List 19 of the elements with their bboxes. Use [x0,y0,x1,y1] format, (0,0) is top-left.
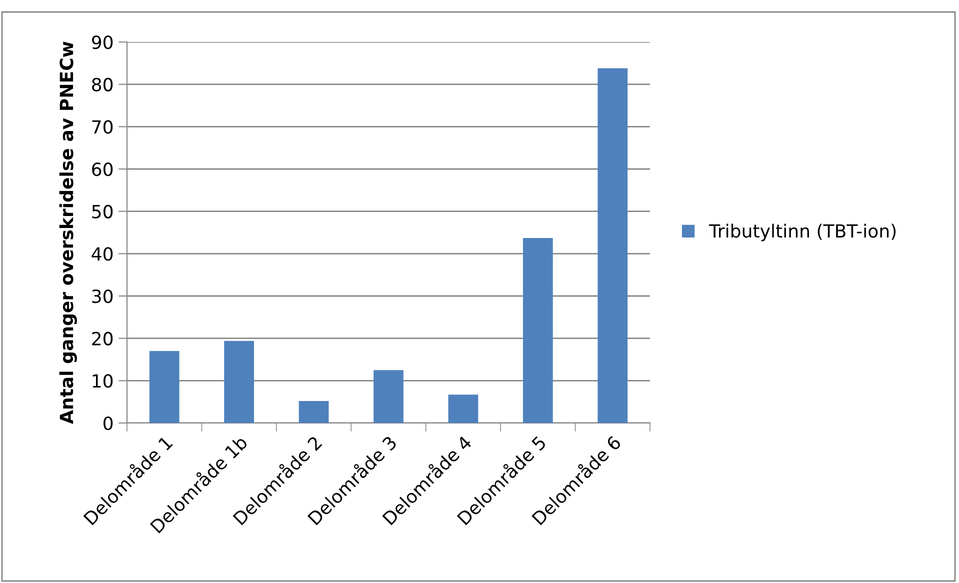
y-tick-label: 40 [92,247,113,261]
y-tick-label: 90 [92,35,113,50]
y-axis-title: Antal ganger overskridelse av PNECw [59,42,77,424]
bar [298,400,329,423]
y-tick-label: 20 [92,332,113,346]
legend-label: Tributyltinn (TBT-ion) [708,224,896,242]
bar [448,394,478,423]
bar [374,370,404,423]
y-tick-label: 70 [92,120,113,134]
y-tick-label: 60 [92,162,113,176]
bar [149,351,180,423]
y-tick-label: 30 [92,289,113,304]
bar [522,238,553,423]
y-tick-label: 80 [92,78,113,92]
bar [224,340,254,423]
y-tick-label: 0 [104,416,113,430]
bar [598,68,628,423]
y-tick-label: 10 [92,374,113,388]
y-tick-label: 50 [92,204,113,218]
